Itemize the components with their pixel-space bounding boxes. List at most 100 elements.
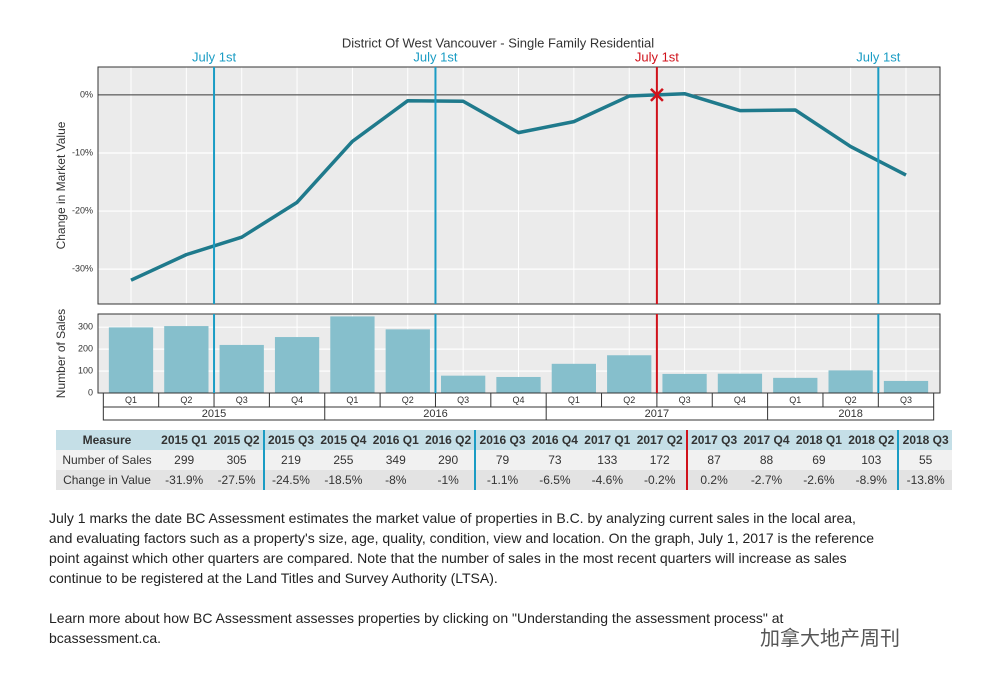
header-cell: 2017 Q2: [633, 430, 688, 450]
x-tick-label: Q1: [568, 395, 580, 405]
table-cell: -27.5%: [210, 470, 265, 490]
bar: [108, 327, 154, 393]
x-tick-label: Q2: [845, 395, 857, 405]
x-tick-label: Q3: [457, 395, 469, 405]
table-cell: Change in Value: [56, 470, 158, 490]
table-cell: 0.2%: [686, 470, 741, 490]
table-cell: 103: [845, 450, 900, 470]
line: [130, 91, 907, 282]
header-cell: 2016 Q1: [369, 430, 422, 450]
note: July 1 marks the date BC Assessment esti…: [49, 510, 875, 586]
bar: [883, 380, 929, 393]
y-tick-label: 0%: [80, 89, 93, 99]
table-cell: -1.1%: [475, 470, 529, 490]
table-cell: -2.7%: [740, 470, 793, 490]
table-cell: -4.6%: [581, 470, 634, 490]
highlight-cross: [650, 87, 664, 102]
header-cell: 2016 Q4: [528, 430, 582, 450]
marker-label: July 1st: [856, 49, 900, 64]
header-cell: 2015 Q4: [317, 430, 370, 450]
header-cell: 2015 Q2: [210, 430, 265, 450]
x-tick-label: Q3: [679, 395, 691, 405]
table-cell: 290: [421, 450, 477, 470]
y-axis-label: Number of Sales: [54, 309, 68, 398]
bar: [551, 363, 596, 393]
header-cell: Measure: [56, 430, 158, 450]
x-tick-label: Q3: [900, 395, 912, 405]
table-cell: -8.9%: [845, 470, 900, 490]
watermark: 加拿大地产周刊: [760, 628, 900, 650]
y-tick-label: 0: [88, 387, 93, 397]
table-cell: 255: [317, 450, 370, 470]
data-table: Measure 2015 Q1 2015 Q2 2015 Q3 2015 Q4 2016 …: [56, 430, 952, 490]
y-tick-label: 300: [78, 322, 93, 332]
header-cell: 2017 Q4: [740, 430, 793, 450]
plot-border: [97, 66, 941, 305]
table-row: Change in Value -31.9% -27.5% -24.5% -18.5% -…: [56, 470, 952, 490]
notes: July 1 marks the date BC Assessment esti…: [49, 508, 879, 668]
table-cell: 69: [792, 450, 846, 470]
x-tick-label: Q4: [734, 395, 746, 405]
year-label: 2018: [838, 408, 862, 420]
bar: [496, 376, 541, 393]
year-label: 2017: [645, 408, 669, 420]
header-cell: 2018 Q2: [845, 430, 900, 450]
bar: [662, 373, 707, 393]
x-tick-label: Q1: [789, 395, 801, 405]
bar: [717, 373, 763, 393]
table-cell: 219: [263, 450, 318, 470]
year-label: 2016: [423, 408, 447, 420]
header-cell: 2017 Q1: [581, 430, 634, 450]
marker-label: July 1st: [635, 49, 679, 64]
header-cell: 2018 Q3: [898, 430, 952, 450]
table-cell: 305: [210, 450, 265, 470]
header-cell: 2015 Q1: [158, 430, 211, 450]
bar: [330, 316, 375, 393]
bar: [828, 370, 873, 393]
x-tick-label: Q3: [236, 395, 248, 405]
table-cell: -18.5%: [317, 470, 370, 490]
table-cell: -31.9%: [158, 470, 211, 490]
table-cell: -8%: [369, 470, 422, 490]
bar: [441, 375, 486, 393]
table-row: Number of Sales 299 305 219 255 349 290 79 73 133…: [56, 450, 952, 470]
chart-title: District Of West Vancouver - Single Fami…: [342, 35, 654, 50]
x-tick-label: Q4: [512, 395, 524, 405]
x-tick-label: Q2: [623, 395, 635, 405]
table-cell: 55: [898, 450, 952, 470]
header-cell: 2018 Q1: [792, 430, 846, 450]
year-label: 2015: [202, 408, 226, 420]
table-cell: 79: [475, 450, 529, 470]
table-cell: -6.5%: [528, 470, 582, 490]
y-axis-label: Change in Market Value: [54, 121, 68, 249]
table-cell: 133: [581, 450, 634, 470]
x-tick-label: Q1: [346, 395, 358, 405]
table-cell: Number of Sales: [56, 450, 158, 470]
header-row: Measure 2015 Q1 2015 Q2 2015 Q3 2015 Q4 2016 …: [56, 430, 952, 450]
chart: District Of West Vancouver - Single Fami…: [54, 35, 941, 421]
table-cell: -1%: [421, 470, 477, 490]
plot-border: [97, 313, 941, 394]
x-tick-label: Q2: [402, 395, 414, 405]
header-cell: 2017 Q3: [686, 430, 741, 450]
table-cell: 88: [740, 450, 793, 470]
bar: [164, 326, 209, 393]
table-cell: 73: [528, 450, 582, 470]
x-tick-label: Q2: [180, 395, 192, 405]
bar: [773, 377, 818, 393]
table-cell: -13.8%: [898, 470, 952, 490]
table-cell: 349: [369, 450, 422, 470]
y-tick-label: -20%: [72, 205, 93, 215]
header-cell: 2016 Q2: [421, 430, 477, 450]
x-tick-label: Q4: [291, 395, 303, 405]
header-cell: 2015 Q3: [263, 430, 318, 450]
table-cell: -0.2%: [633, 470, 688, 490]
table-cell: 299: [158, 450, 211, 470]
table-cell: 87: [686, 450, 741, 470]
x-tick-label: Q1: [125, 395, 137, 405]
marker-label: July 1st: [192, 49, 236, 64]
table-cell: -2.6%: [792, 470, 846, 490]
bar: [607, 355, 652, 393]
marker-label: July 1st: [413, 49, 457, 64]
